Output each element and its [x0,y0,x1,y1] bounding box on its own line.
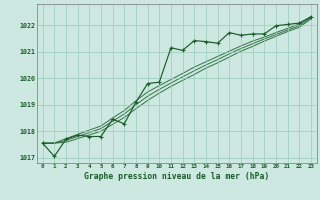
X-axis label: Graphe pression niveau de la mer (hPa): Graphe pression niveau de la mer (hPa) [84,172,269,181]
